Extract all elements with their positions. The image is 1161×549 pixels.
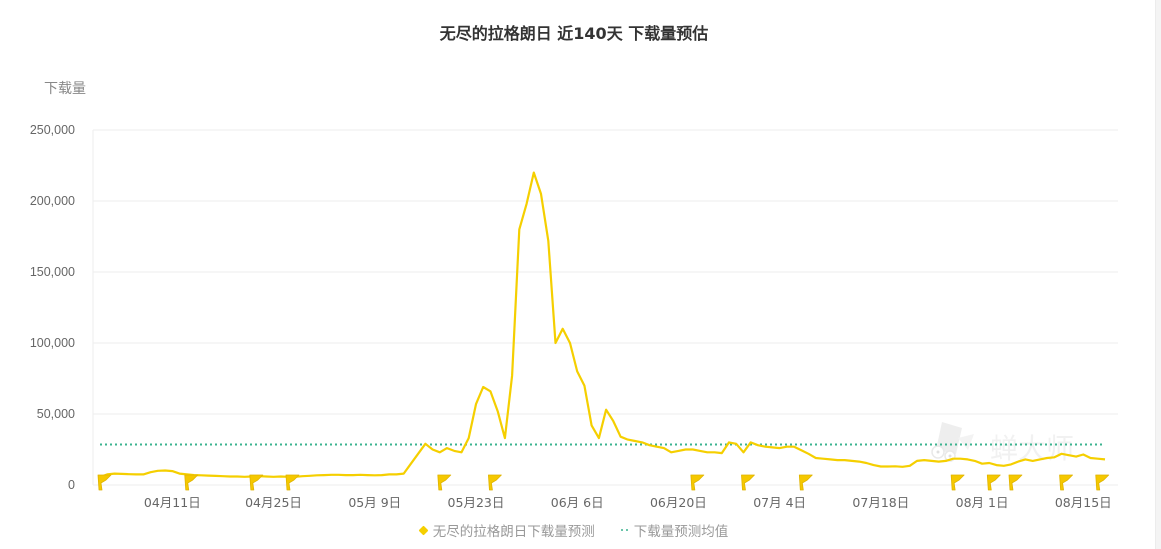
y-tick-label: 100,000	[30, 336, 75, 350]
flag-icon[interactable]	[690, 474, 705, 491]
legend-item-mean[interactable]: 下载量预测均值	[620, 520, 729, 540]
legend-label-mean: 下载量预测均值	[633, 524, 729, 540]
flag-icon[interactable]	[798, 474, 813, 491]
x-tick-label: 06月20日	[650, 495, 707, 510]
flag-icon[interactable]	[1008, 474, 1023, 491]
legend-item-forecast[interactable]: 无尽的拉格朗日下载量预测	[418, 520, 595, 540]
flag-icon[interactable]	[437, 474, 452, 491]
download-forecast-line	[99, 171, 1106, 479]
svg-text:蝉大师: 蝉大师	[990, 432, 1074, 465]
y-tick-label: 200,000	[30, 194, 75, 208]
x-axis-ticks: 04月11日 04月25日 05月 9日 05月23日 06月 6日 06月20日 07月 …	[144, 495, 1112, 510]
x-tick-label: 04月11日	[144, 495, 201, 510]
chart-title: 无尽的拉格朗日 近140天 下载量预估	[439, 24, 709, 43]
flag-icon[interactable]	[1095, 474, 1110, 491]
diamond-marker-icon	[418, 525, 429, 535]
y-axis-label: 下载量	[44, 81, 86, 97]
y-tick-label: 0	[68, 478, 75, 492]
x-tick-label: 08月 1日	[956, 495, 1009, 510]
x-tick-label: 05月 9日	[348, 495, 401, 510]
x-tick-label: 05月23日	[448, 495, 505, 510]
dotted-line-marker-icon	[620, 529, 628, 531]
flag-icon[interactable]	[986, 474, 1001, 491]
flag-icon[interactable]	[249, 474, 264, 491]
flag-icon[interactable]	[741, 474, 755, 491]
y-tick-label: 250,000	[30, 123, 75, 137]
y-tick-label: 150,000	[30, 265, 75, 279]
x-tick-label: 07月18日	[852, 495, 909, 510]
x-tick-label: 04月25日	[245, 495, 302, 510]
flag-icon[interactable]	[488, 474, 502, 491]
flag-icon[interactable]	[950, 474, 965, 491]
grid-lines	[92, 129, 1118, 486]
x-tick-label: 07月 4日	[753, 495, 806, 510]
y-tick-label: 50,000	[37, 407, 75, 421]
flag-icon[interactable]	[1059, 474, 1073, 491]
flag-icon[interactable]	[285, 474, 300, 491]
y-axis-ticks: 0 50,000 100,000 150,000 200,000 250,000	[30, 123, 75, 492]
event-flags[interactable]	[97, 474, 1110, 491]
page-right-border	[1155, 0, 1161, 549]
watermark-logo: 蝉大师	[931, 422, 1074, 465]
flag-icon[interactable]	[97, 474, 112, 491]
x-tick-label: 06月 6日	[551, 495, 604, 510]
x-tick-label: 08月15日	[1055, 495, 1112, 510]
flag-icon[interactable]	[184, 474, 199, 491]
legend-label-forecast: 无尽的拉格朗日下载量预测	[432, 524, 595, 540]
chart-legend: 无尽的拉格朗日下载量预测 下载量预测均值	[0, 520, 1148, 540]
